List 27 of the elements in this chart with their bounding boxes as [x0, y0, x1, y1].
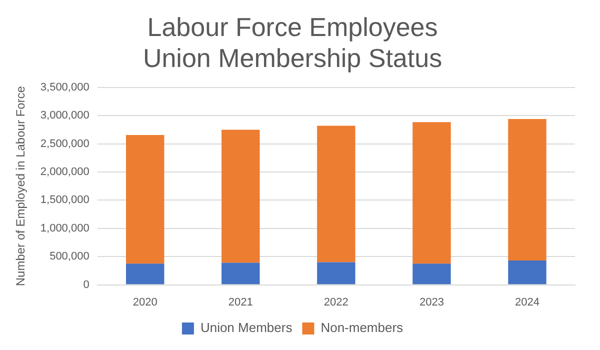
bar: [222, 130, 260, 263]
bar: [508, 260, 546, 284]
bar: [508, 118, 546, 261]
y-tick-label: 500,000: [50, 250, 90, 263]
y-tick-label: 1,000,000: [40, 222, 90, 234]
bar: [317, 262, 356, 284]
chart-title: Labour Force Employees Union Membership Status: [142, 12, 442, 73]
y-tick-label: 3,000,000: [40, 110, 90, 122]
bar: [412, 122, 451, 264]
x-tick-label: 2024: [514, 296, 540, 308]
legend-label: Non-members: [320, 320, 404, 336]
bar: [317, 126, 356, 262]
y-tick-label: 3,500,000: [40, 81, 90, 94]
x-tick-label: 2021: [228, 296, 253, 308]
y-tick-label: 1,500,000: [40, 194, 90, 206]
y-tick-label: 0: [83, 278, 90, 291]
x-tick-label: 2022: [324, 296, 348, 308]
y-axis-title: Number of Employed in Labour Force: [14, 86, 28, 286]
x-tick-label: 2020: [132, 296, 158, 308]
legend-label: Union Members: [200, 320, 293, 336]
bar: [412, 264, 451, 284]
bar: [126, 264, 164, 284]
y-tick-label: 2,000,000: [40, 166, 90, 178]
bar: [126, 135, 164, 264]
bar: [222, 262, 260, 284]
x-tick-label: 2023: [419, 296, 444, 308]
y-tick-label: 2,500,000: [40, 138, 90, 150]
